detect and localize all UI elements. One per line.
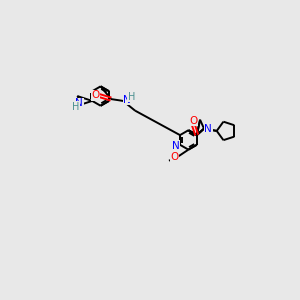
Text: N: N (204, 124, 212, 134)
Text: O: O (171, 152, 179, 162)
Text: N: N (75, 98, 83, 108)
Text: O: O (92, 90, 100, 100)
Text: N: N (123, 94, 131, 104)
Text: O: O (189, 116, 197, 125)
Text: N: N (172, 141, 180, 151)
Text: H: H (128, 92, 135, 101)
Text: H: H (72, 102, 79, 112)
